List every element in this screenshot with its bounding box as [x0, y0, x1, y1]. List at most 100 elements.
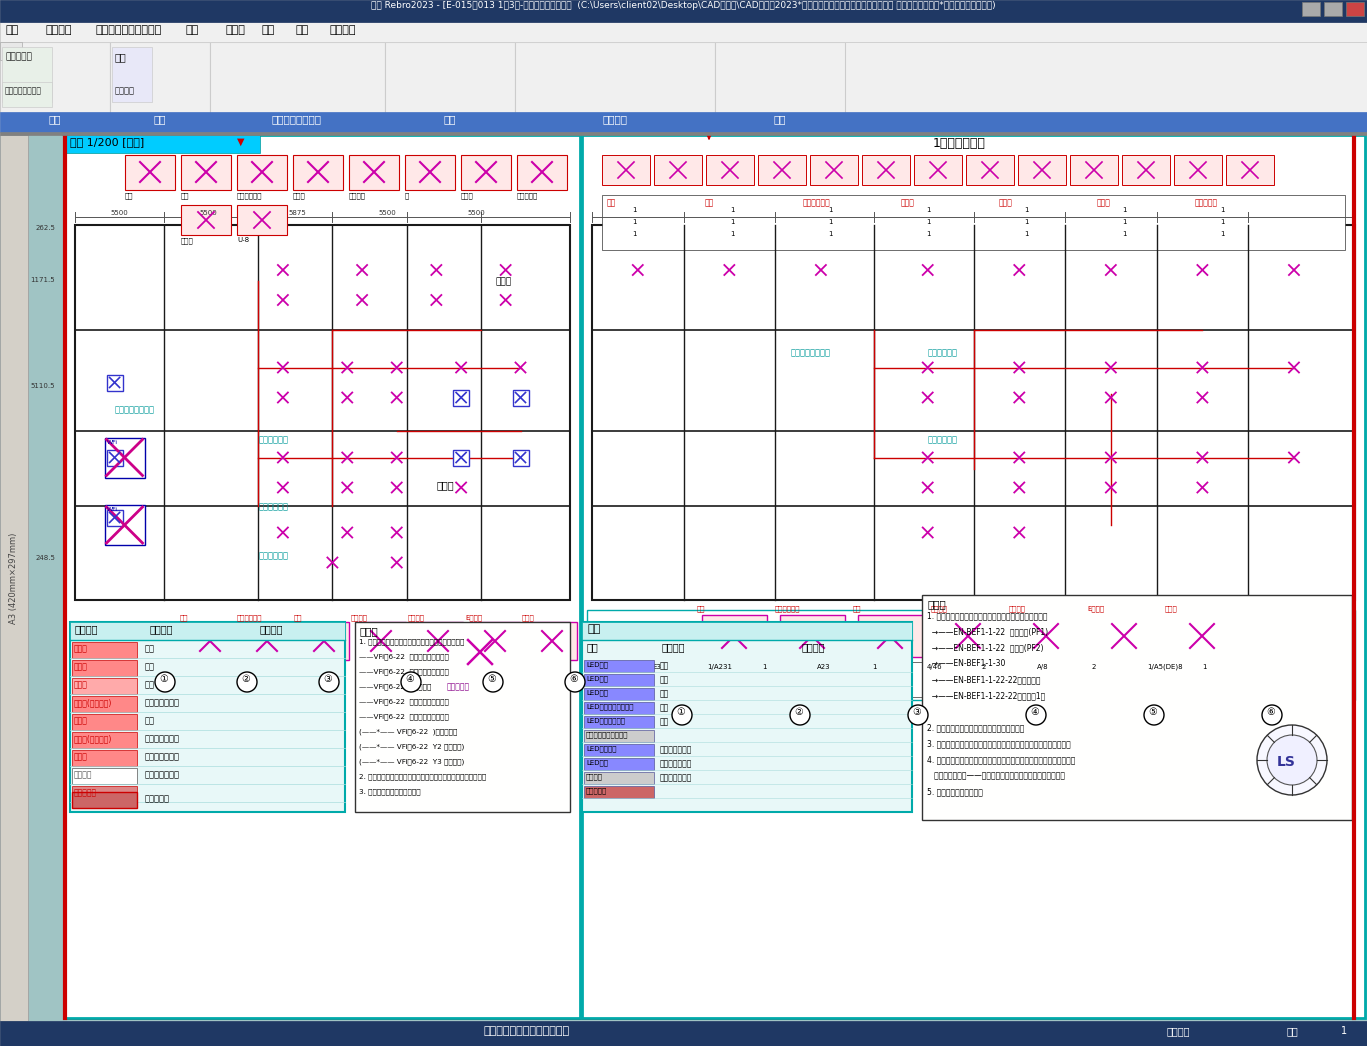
Bar: [0, 135, 1367, 1021]
Bar: [811, 155, 858, 185]
Bar: [513, 389, 529, 406]
Bar: [446, 624, 515, 679]
Text: 5110.5: 5110.5: [30, 383, 55, 388]
Text: 蛍光灯: 蛍光灯: [74, 644, 87, 653]
Text: 速速印刷: 速速印刷: [115, 86, 135, 95]
Text: LED照明: LED照明: [586, 661, 608, 667]
Text: 情報: 情報: [774, 114, 786, 124]
Text: 機器器具: 機器器具: [45, 25, 71, 35]
Bar: [586, 610, 1355, 700]
Text: 放射: 放射: [660, 717, 670, 726]
Text: 水道選択: 水道選択: [1009, 605, 1027, 612]
Text: 5500: 5500: [200, 210, 217, 217]
Text: 品　　名: 品 名: [150, 624, 174, 634]
Bar: [452, 389, 469, 406]
Circle shape: [1144, 705, 1163, 725]
Text: ホール: ホール: [436, 480, 454, 490]
Text: 凡例: 凡例: [586, 624, 600, 634]
Text: ①: ①: [159, 674, 168, 684]
Text: 1: 1: [761, 664, 767, 670]
Text: ——VFi：6-22  医療科トレース表示: ——VFi：6-22 医療科トレース表示: [360, 653, 448, 660]
Bar: [582, 135, 1366, 1018]
Text: 1: 1: [1202, 664, 1207, 670]
Text: 1/A231: 1/A231: [707, 664, 731, 670]
Text: 誘導灯: 誘導灯: [74, 752, 87, 761]
Text: E放除室: E放除室: [465, 614, 483, 620]
Text: ツール: ツール: [226, 25, 245, 35]
Text: ——VFi：6-22  医療科トレース表示: ——VFi：6-22 医療科トレース表示: [360, 668, 448, 675]
Text: →——EN-BEF1-1-22-22（内ネー1）: →——EN-BEF1-1-22-22（内ネー1）: [927, 691, 1046, 700]
Bar: [1346, 2, 1364, 16]
Text: 放電コーナー: 放電コーナー: [236, 192, 262, 199]
Text: (——*—— VFi：6-22  Y2 電通安全): (——*—— VFi：6-22 Y2 電通安全): [360, 743, 465, 750]
Text: 1: 1: [632, 219, 637, 225]
Text: 上書き保存: 上書き保存: [5, 52, 31, 61]
Bar: [0, 112, 1367, 132]
Bar: [66, 135, 580, 1018]
Bar: [124, 155, 175, 190]
Bar: [584, 660, 653, 672]
Bar: [1014, 615, 1079, 657]
Text: ⑥: ⑥: [569, 674, 578, 684]
Bar: [104, 437, 145, 478]
Text: LED照明: LED照明: [586, 689, 608, 696]
Text: 附付: 附付: [660, 703, 670, 712]
Text: 名前を付けて保存: 名前を付けて保存: [5, 86, 42, 95]
Text: リニューアルプレート: リニューアルプレート: [586, 731, 629, 737]
Bar: [72, 714, 137, 730]
Bar: [1092, 615, 1156, 657]
Bar: [1, 82, 52, 107]
Bar: [601, 195, 1345, 250]
Text: 水道選択: 水道選択: [407, 614, 425, 620]
Text: 断交主: 断交主: [180, 237, 194, 244]
Bar: [293, 155, 343, 190]
Text: スリーブ・インサート: スリーブ・インサート: [94, 25, 161, 35]
Text: 1: 1: [925, 219, 931, 225]
Text: 放除室: 放除室: [461, 192, 474, 199]
Bar: [0, 42, 22, 60]
Bar: [528, 622, 577, 660]
Bar: [72, 642, 137, 658]
Circle shape: [401, 672, 421, 692]
Text: 1. 機材名を省略した名称変更先で名を打ちことに取ろ。: 1. 機材名を省略した名称変更先で名を打ちことに取ろ。: [927, 611, 1047, 620]
Bar: [781, 615, 845, 657]
Text: ③: ③: [323, 674, 332, 684]
Circle shape: [565, 672, 585, 692]
Bar: [1226, 155, 1274, 185]
Text: 放電コーナー: 放電コーナー: [928, 348, 958, 358]
Text: ⑤: ⑤: [487, 674, 496, 684]
Text: 2. 本改修の追加機器は採度に数量を名ます。: 2. 本改修の追加機器は採度に数量を名ます。: [927, 723, 1024, 732]
Text: 放電コーナー: 放電コーナー: [928, 435, 958, 444]
Text: スタックコーナー: スタックコーナー: [790, 348, 830, 358]
Text: 保存: 保存: [49, 114, 62, 124]
Bar: [1122, 155, 1170, 185]
Bar: [242, 622, 293, 660]
Text: 白熱灯: 白熱灯: [74, 717, 87, 725]
Text: 2: 2: [982, 664, 987, 670]
Text: 断電コーナー: 断電コーナー: [775, 605, 801, 612]
Text: U-8: U-8: [236, 237, 249, 243]
Text: 記　　号: 記 号: [75, 624, 98, 634]
Text: 建築: 建築: [185, 25, 198, 35]
Text: 機器選択: 機器選択: [349, 192, 366, 199]
Circle shape: [673, 705, 692, 725]
Text: 電力の電泡: 電力の電泡: [586, 787, 607, 794]
Text: 放電コーナー: 放電コーナー: [258, 551, 288, 561]
Bar: [355, 622, 406, 660]
Text: 1: 1: [632, 207, 637, 213]
Text: 断交主: 断交主: [1096, 198, 1111, 207]
Bar: [70, 622, 344, 812]
Bar: [0, 1021, 1367, 1046]
Text: 印刷: 印刷: [115, 52, 127, 62]
Text: E放除室: E放除室: [1087, 605, 1105, 612]
Text: 1: 1: [730, 207, 734, 213]
Bar: [936, 615, 1001, 657]
Text: LS: LS: [1277, 755, 1296, 769]
Text: 5. 安来確認を発信用地。: 5. 安来確認を発信用地。: [927, 787, 983, 796]
Text: ②: ②: [241, 674, 250, 684]
Circle shape: [1267, 735, 1316, 784]
Text: 電力の電泡: 電力の電泡: [145, 794, 170, 803]
Text: 品　　名: 品 名: [662, 642, 685, 652]
Text: させるさせこと——安采を指する与件系数と施す設備させ。: させるさせこと——安采を指する与件系数と施す設備させ。: [927, 771, 1065, 780]
Bar: [584, 730, 653, 742]
